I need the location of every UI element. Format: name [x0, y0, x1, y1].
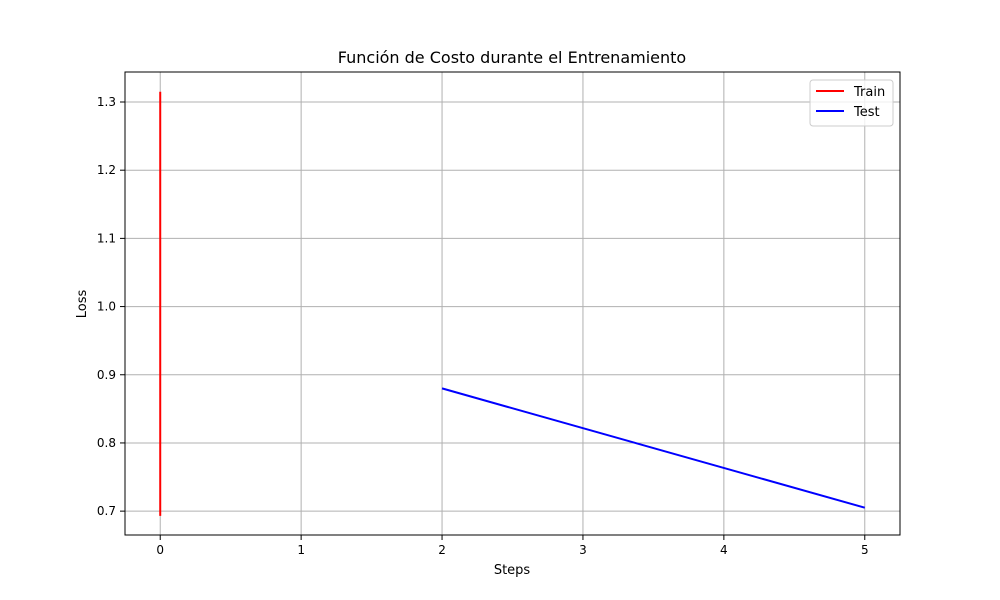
x-tick-label-1: 1 [297, 543, 305, 557]
plot-area-frame [124, 71, 901, 536]
chart-title: Función de Costo durante el Entrenamient… [338, 48, 686, 67]
x-tick-label-0: 0 [156, 543, 164, 557]
x-axis-label: Steps [494, 563, 531, 578]
y-tick-label-3: 1.0 [97, 300, 116, 314]
legend-label-train: Train [853, 85, 885, 100]
y-tick-label-1: 0.8 [97, 436, 116, 450]
legend: Train Test [809, 79, 894, 127]
x-axis-ticks: 0 1 2 3 4 5 [156, 535, 869, 557]
y-tick-label-5: 1.2 [97, 163, 116, 177]
y-axis-label: Loss [75, 290, 90, 319]
y-tick-label-2: 0.9 [97, 368, 116, 382]
x-tick-label-4: 4 [720, 543, 728, 557]
legend-label-test: Test [853, 105, 880, 120]
series-lines [159, 91, 866, 516]
grid [125, 72, 900, 535]
y-tick-label-6: 1.3 [97, 95, 116, 109]
y-tick-label-4: 1.1 [97, 231, 116, 245]
y-axis-ticks: 0.7 0.8 0.9 1.0 1.1 1.2 1.3 [97, 95, 125, 518]
series-line-test [441, 387, 866, 509]
y-tick-label-0: 0.7 [97, 504, 116, 518]
x-tick-label-5: 5 [861, 543, 869, 557]
x-tick-label-2: 2 [438, 543, 446, 557]
x-tick-label-3: 3 [579, 543, 587, 557]
